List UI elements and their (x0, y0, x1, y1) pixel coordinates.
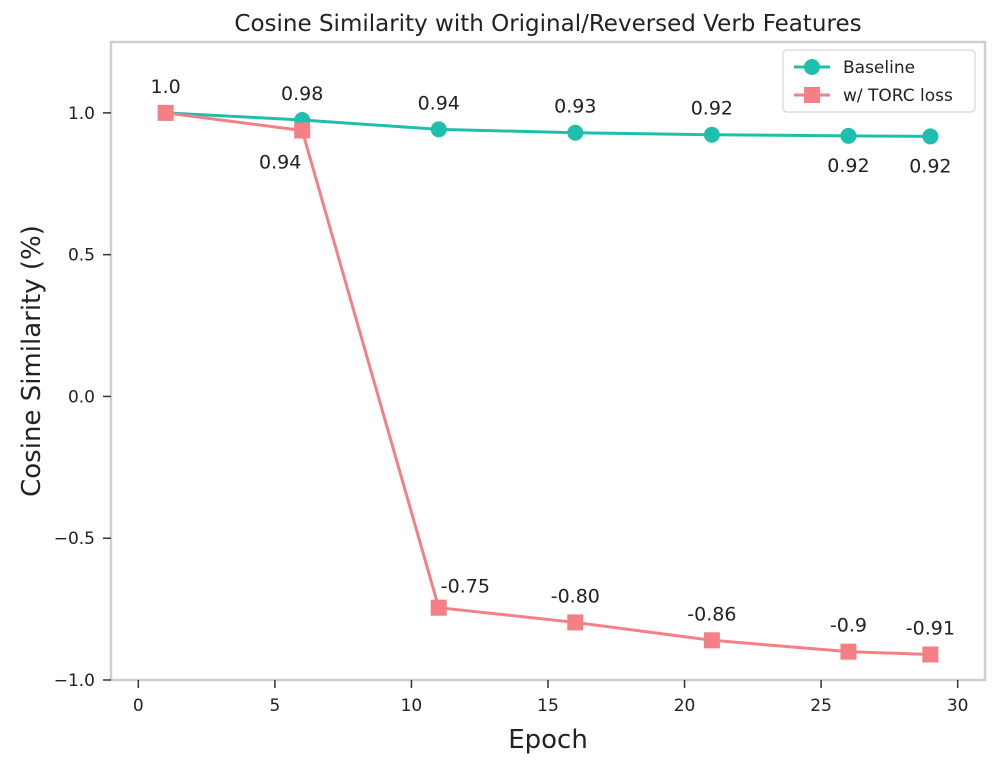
y-axis-label: Cosine Similarity (%) (17, 225, 47, 497)
data-label: -0.91 (906, 617, 955, 639)
series-line (165, 111, 931, 138)
data-label: -0.86 (687, 603, 736, 625)
x-tick-label: 25 (810, 696, 832, 716)
y-tick-label: −0.5 (54, 529, 95, 549)
series-layer (157, 104, 939, 663)
x-axis: 0 5 10 15 20 25 30 (133, 680, 969, 716)
data-point (840, 127, 857, 144)
y-tick-label: −1.0 (54, 671, 95, 691)
legend-item: w/ TORC loss (794, 86, 953, 106)
series-1 (157, 104, 939, 663)
data-label: 1.0 (151, 76, 181, 98)
x-axis-label: Epoch (508, 725, 588, 755)
data-point (567, 124, 584, 141)
data-point (157, 104, 174, 121)
data-point (567, 614, 584, 631)
chart-title: Cosine Similarity with Original/Reversed… (234, 11, 861, 37)
data-label: 0.92 (691, 98, 733, 120)
legend-label: w/ TORC loss (843, 86, 953, 106)
data-point (922, 646, 939, 663)
data-point (840, 643, 857, 660)
legend-marker (804, 59, 820, 75)
data-point (703, 126, 720, 143)
data-label: -0.80 (551, 585, 600, 607)
data-label: 0.98 (281, 83, 323, 105)
data-label: 0.93 (554, 96, 596, 118)
data-label: 0.94 (418, 92, 460, 114)
x-tick-label: 15 (537, 696, 559, 716)
data-label: -0.75 (441, 576, 490, 598)
x-tick-label: 30 (947, 696, 969, 716)
x-tick-label: 5 (269, 696, 280, 716)
legend: Baseline w/ TORC loss (782, 49, 976, 113)
y-tick-label: 0.0 (68, 387, 95, 407)
data-point (294, 122, 311, 139)
data-point (922, 128, 939, 145)
legend-marker (804, 87, 820, 103)
x-tick-label: 20 (674, 696, 696, 716)
y-tick-label: 0.5 (68, 246, 95, 266)
legend-box (782, 49, 976, 113)
x-tick-label: 0 (133, 696, 144, 716)
data-label: 0.92 (827, 155, 869, 177)
y-axis: −1.0 −0.5 0.0 0.5 1.0 (54, 104, 111, 691)
data-label: 0.92 (909, 155, 951, 177)
data-point (430, 599, 447, 616)
data-point (430, 121, 447, 138)
legend-label: Baseline (843, 58, 915, 78)
data-label: 0.94 (259, 151, 301, 173)
data-point (703, 632, 720, 649)
y-tick-label: 1.0 (68, 104, 95, 124)
x-tick-label: 10 (401, 696, 423, 716)
data-labels: 0.98 0.94 0.93 0.92 0.92 0.92 1.0 0.94 -0.75 -0.8… (151, 76, 955, 640)
legend-item: Baseline (794, 58, 915, 78)
series-line (165, 111, 931, 656)
data-label: -0.9 (830, 615, 867, 637)
